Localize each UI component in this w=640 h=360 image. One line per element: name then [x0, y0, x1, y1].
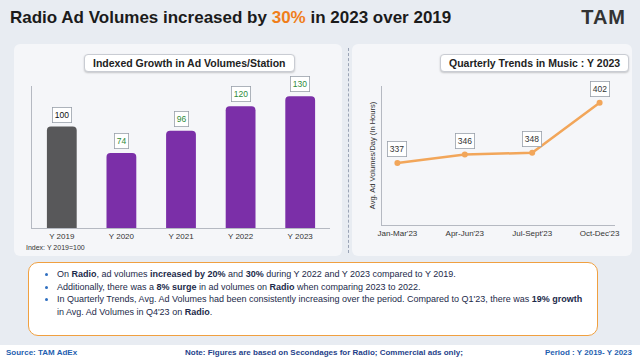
html-text:Index: Y 2019=100: Index: Y 2019=100 [26, 244, 85, 251]
svg-text:74: 74 [117, 136, 127, 146]
svg-text:346: 346 [458, 136, 472, 146]
html-text:Quarterly Trends in Music : Y: Quarterly Trends in Music : Y 2023 [449, 57, 621, 69]
svg-text:Y 2023: Y 2023 [288, 232, 314, 241]
svg-text:100: 100 [55, 110, 69, 120]
svg-text:Jul-Sept'23: Jul-Sept'23 [512, 229, 552, 238]
svg-text:337: 337 [390, 144, 404, 154]
svg-text:Oct-Dec'23: Oct-Dec'23 [580, 229, 620, 238]
svg-text:Y 2022: Y 2022 [228, 232, 254, 241]
svg-text:Y 2020: Y 2020 [109, 232, 135, 241]
html-text:Indexed Growth in Ad Volumes/S: Indexed Growth in Ad Volumes/Station [93, 57, 286, 69]
html-text:TAM: TAM [581, 6, 626, 28]
html-text:Period : Y 2019- Y 2023: Period : Y 2019- Y 2023 [545, 348, 632, 357]
svg-text:Jan-Mar'23: Jan-Mar'23 [378, 229, 418, 238]
html-text:Additionally, there was a 8% s: Additionally, there was a 8% surge in ad… [57, 281, 421, 292]
html-text:On Radio, ad volumes increased: On Radio, ad volumes increased by 20% an… [57, 269, 456, 279]
svg-text:130: 130 [293, 79, 307, 89]
html-text:Source: TAM AdEx: Source: TAM AdEx [6, 348, 78, 357]
svg-text:120: 120 [234, 89, 248, 99]
svg-text:Apr-Jun'23: Apr-Jun'23 [446, 229, 485, 238]
svg-text:Y 2019: Y 2019 [49, 232, 75, 241]
svg-text:402: 402 [593, 84, 607, 94]
svg-text:348: 348 [525, 134, 539, 144]
html-text:Radio Ad Volumes increased by: Radio Ad Volumes increased by 30% in 202… [10, 8, 452, 27]
svg-text:Avg. Ad Volumes/Day (In Hours): Avg. Ad Volumes/Day (In Hours) [368, 101, 377, 209]
html-text:in Avg. Ad Volumes in Q4'23 on: in Avg. Ad Volumes in Q4'23 on Radio. [57, 306, 213, 317]
html-text:Note: Figures are based on Sec: Note: Figures are based on Secondages fo… [185, 348, 463, 357]
svg-text:96: 96 [177, 114, 187, 124]
svg-text:Y 2021: Y 2021 [168, 232, 194, 241]
html-text:In Quarterly Trends, Avg. Ad V: In Quarterly Trends, Avg. Ad Volumes had… [57, 294, 583, 304]
